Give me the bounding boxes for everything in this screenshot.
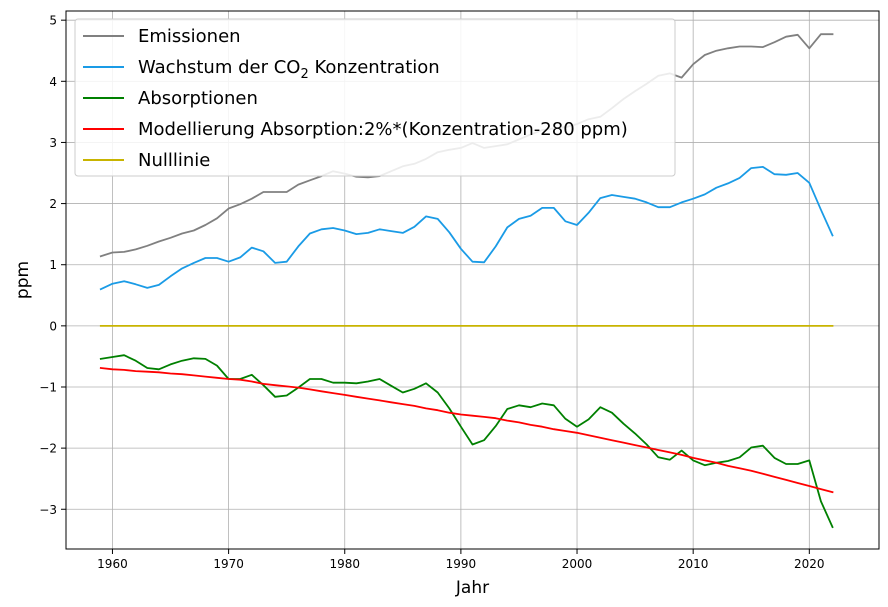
x-tick-label: 1960 <box>97 557 128 571</box>
legend-label: Nulllinie <box>138 150 210 171</box>
y-tick-label: 3 <box>49 136 57 150</box>
legend-label: Absorptionen <box>138 88 258 109</box>
y-tick-label: 4 <box>49 75 57 89</box>
series-line-2 <box>99 354 834 529</box>
x-tick-label: 2020 <box>794 557 825 571</box>
series-line-1 <box>99 166 834 291</box>
legend-label-text: Wachstum der CO <box>138 57 300 78</box>
y-tick-label: −1 <box>39 380 57 394</box>
x-axis-ticks: 1960 1970 1980 1990 2000 2010 2020 <box>97 549 825 571</box>
legend-box <box>74 18 676 177</box>
legend-label-text: Emissionen <box>138 26 241 47</box>
y-tick-label: −2 <box>39 442 57 456</box>
y-tick-label: 1 <box>49 258 57 272</box>
legend-label: Emissionen <box>138 26 241 47</box>
x-tick-label: 2010 <box>678 557 709 571</box>
x-tick-label: 1980 <box>329 557 360 571</box>
y-axis-title: ppm <box>13 261 33 299</box>
y-tick-label: 5 <box>49 14 57 28</box>
legend-label: Modellierung Absorption:2%*(Konzentratio… <box>138 119 628 140</box>
legend-label-subscript: 2 <box>300 67 308 82</box>
plot-frame <box>65 10 880 550</box>
legend-label-text: Absorptionen <box>138 88 258 109</box>
y-axis-ticks: −3 −2 −1 0 1 2 3 4 5 <box>39 14 66 517</box>
x-tick-label: 2000 <box>562 557 593 571</box>
legend: Emissionen Wachstum der CO2 Konzentration… <box>74 18 676 177</box>
legend-label-suffix: Konzentration <box>309 57 440 78</box>
y-tick-label: 2 <box>49 197 57 211</box>
y-tick-label: −3 <box>39 503 57 517</box>
series-line-3 <box>99 367 834 494</box>
legend-label: Wachstum der CO2 Konzentration <box>138 57 440 82</box>
x-tick-label: 1990 <box>446 557 477 571</box>
legend-label-text: Modellierung Absorption:2%*(Konzentratio… <box>138 119 628 140</box>
legend-label-text: Nulllinie <box>138 150 210 171</box>
x-tick-label: 1970 <box>213 557 244 571</box>
y-tick-label: 0 <box>49 319 57 333</box>
x-axis-title: Jahr <box>455 578 489 598</box>
